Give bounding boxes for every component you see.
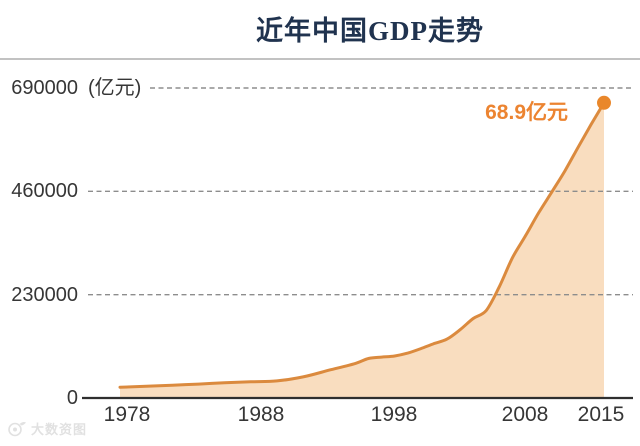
x-axis-tick-label: 1988	[237, 403, 285, 426]
x-axis-tick-label: 2015	[577, 403, 625, 426]
title-divider	[0, 58, 640, 60]
x-axis-tick-label: 1998	[370, 403, 418, 426]
y-axis-tick-label: 690000	[11, 77, 78, 99]
y-axis-tick-label: 0	[66, 387, 78, 409]
x-axis-tick-label: 2008	[501, 403, 549, 426]
y-axis-tick-label: 460000	[11, 180, 78, 203]
x-axis-tick-label: 1978	[103, 403, 151, 426]
chart-title: 近年中国GDP走势	[256, 16, 484, 46]
gdp-line	[118, 101, 606, 389]
peak-value-label: 68.9亿元	[485, 101, 568, 124]
y-axis-tick-label: 230000	[11, 283, 78, 306]
watermark: 大数资图	[6, 419, 87, 438]
watermark-text: 大数资图	[31, 422, 88, 437]
watermark-logo-icon	[8, 422, 26, 437]
gdp-endpoint-dot	[597, 95, 611, 110]
y-axis-unit-label: (亿元)	[88, 77, 142, 99]
gdp-area-fill	[120, 102, 604, 399]
